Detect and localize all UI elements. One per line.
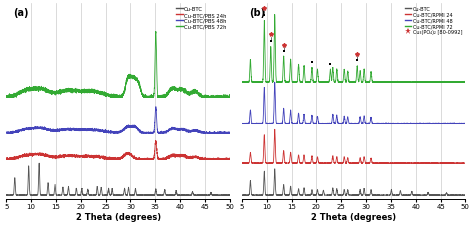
X-axis label: 2 Theta (degrees): 2 Theta (degrees) (311, 212, 396, 221)
X-axis label: 2 Theta (degrees): 2 Theta (degrees) (75, 212, 161, 221)
Text: (b): (b) (249, 8, 265, 18)
Legend: Cu-BTC, Cu-BTC/PBS 24h, Cu-BTC/PBS 48h, Cu-BTC/PBS 72h: Cu-BTC, Cu-BTC/PBS 24h, Cu-BTC/PBS 48h, … (176, 7, 227, 30)
Legend: Cu-BTC, Cu-BTC/RPMI 24, Cu-BTC/RPMI 48, Cu-BTC/RPMI 72, Cu₃(PO₄)₂ [80-0992]: Cu-BTC, Cu-BTC/RPMI 24, Cu-BTC/RPMI 48, … (405, 7, 463, 36)
Text: (a): (a) (13, 8, 28, 18)
